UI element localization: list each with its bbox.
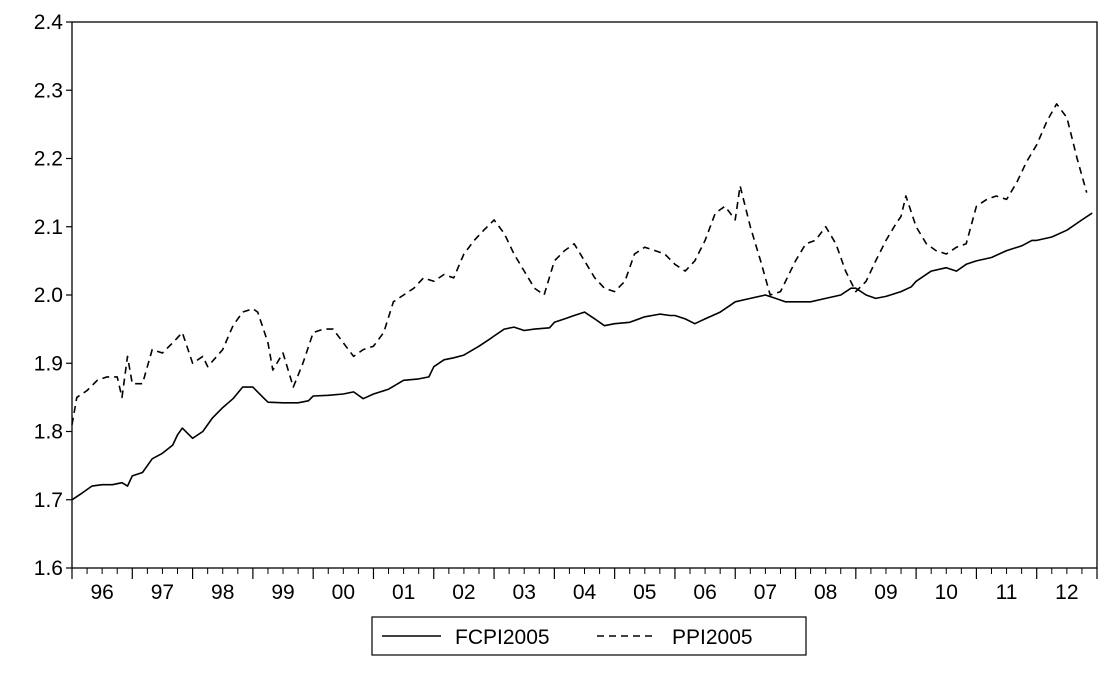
- x-tick-label: 96: [90, 581, 113, 604]
- x-tick-label: 10: [935, 581, 958, 604]
- series-layer: [71, 103, 1093, 501]
- y-tick-label: 1.9: [34, 352, 63, 375]
- x-tick-label: 01: [392, 581, 415, 604]
- y-tick-label: 1.7: [34, 489, 63, 512]
- x-tick-label: 04: [573, 581, 597, 604]
- series-line-fcpi2005: [71, 212, 1093, 501]
- legend-box: [371, 616, 807, 656]
- legend: FCPI2005 PPI2005: [371, 616, 807, 656]
- y-tick-label: 2.0: [34, 284, 63, 307]
- x-tick-label: 11: [996, 581, 1018, 604]
- y-tick-label: 2.2: [34, 148, 63, 171]
- x-tick-label: 97: [151, 581, 174, 604]
- y-tick-label: 1.6: [34, 557, 63, 580]
- x-tick-label: 09: [874, 581, 897, 604]
- legend-label-fcpi2005: FCPI2005: [455, 626, 550, 649]
- y-tick-label: 2.3: [34, 79, 63, 102]
- x-tick-label: 00: [332, 581, 355, 604]
- y-tick-label: 1.8: [34, 421, 63, 444]
- x-tick-label: 98: [211, 581, 234, 604]
- y-tick-label: 2.1: [34, 216, 63, 239]
- y-tick-label: 2.4: [34, 11, 64, 34]
- x-axis: 96 97 98 99 00 01 02 03 04 05 06 07 08 09 10 11 12: [71, 568, 1098, 604]
- series-line-ppi2005: [71, 103, 1088, 425]
- x-tick-label: 03: [513, 581, 536, 604]
- y-axis: 1.6 1.7 1.8 1.9 2.0 2.1 2.2 2.3 2.4: [34, 11, 72, 580]
- x-tick-label: 02: [452, 581, 475, 604]
- x-tick-label: 99: [271, 581, 294, 604]
- x-tick-label: 07: [754, 581, 777, 604]
- x-tick-label: 08: [814, 581, 837, 604]
- x-tick-label: 05: [633, 581, 656, 604]
- x-tick-label: 12: [1055, 581, 1078, 604]
- x-tick-label: 06: [693, 581, 716, 604]
- legend-label-ppi2005: PPI2005: [672, 626, 753, 649]
